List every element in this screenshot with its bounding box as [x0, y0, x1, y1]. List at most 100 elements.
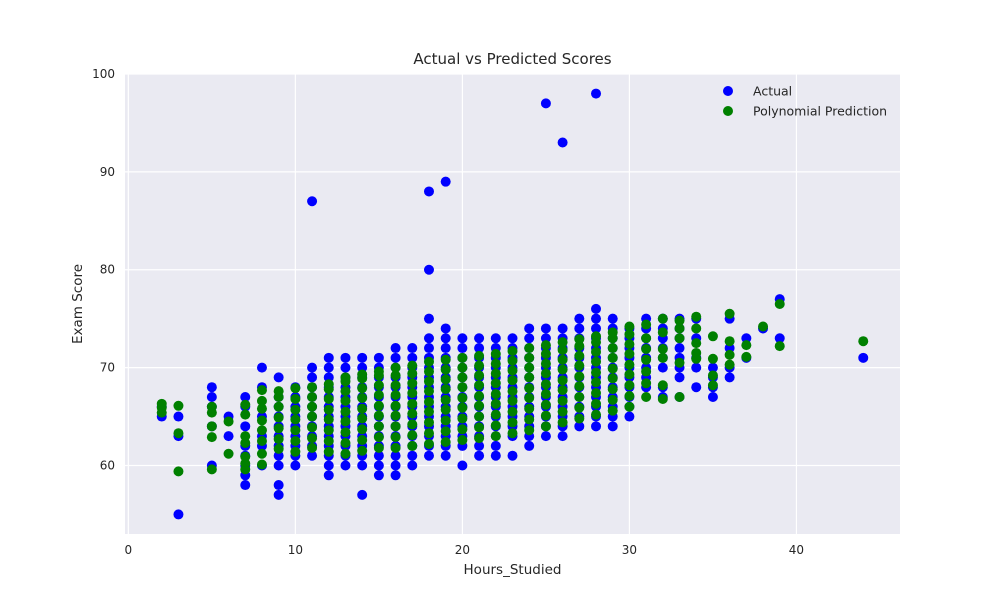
scatter-point	[373, 390, 384, 401]
scatter-point	[607, 394, 618, 405]
scatter-point	[256, 403, 267, 414]
scatter-point	[474, 411, 485, 422]
scatter-point	[724, 336, 735, 347]
scatter-point	[423, 376, 434, 387]
scatter-point	[357, 392, 368, 403]
scatter-point	[657, 393, 668, 404]
scatter-point	[290, 404, 301, 415]
scatter-point	[657, 362, 668, 373]
scatter-point	[373, 380, 384, 391]
scatter-point	[423, 438, 434, 449]
scatter-point	[657, 327, 668, 338]
x-tick-label: 0	[125, 543, 133, 557]
scatter-point	[357, 362, 368, 373]
scatter-point	[657, 313, 668, 324]
scatter-point	[507, 406, 518, 417]
scatter-point	[340, 460, 351, 471]
scatter-point	[557, 431, 568, 442]
scatter-point	[240, 399, 251, 410]
scatter-point	[357, 489, 368, 500]
scatter-point	[574, 391, 585, 402]
grid-lines	[125, 73, 900, 534]
scatter-point	[540, 333, 551, 344]
scatter-point	[323, 372, 334, 383]
scatter-point	[691, 311, 702, 322]
scatter-point	[273, 443, 284, 454]
scatter-point	[624, 321, 635, 332]
scatter-point	[507, 375, 518, 386]
scatter-point	[524, 343, 535, 354]
scatter-point	[307, 433, 318, 444]
scatter-point	[474, 333, 485, 344]
x-tick-label: 40	[789, 543, 804, 557]
y-tick-label: 60	[100, 458, 115, 472]
scatter-point	[524, 425, 535, 436]
scatter-point	[440, 450, 451, 461]
scatter-point	[591, 313, 602, 324]
scatter-point	[323, 470, 334, 481]
scatter-point	[574, 334, 585, 345]
scatter-point	[423, 396, 434, 407]
scatter-point	[173, 466, 184, 477]
scatter-point	[607, 421, 618, 432]
scatter-point	[507, 365, 518, 376]
scatter-point	[674, 372, 685, 383]
scatter-point	[507, 428, 518, 439]
x-axis-label: Hours_Studied	[464, 562, 562, 578]
scatter-point	[206, 421, 217, 432]
scatter-point	[540, 389, 551, 400]
scatter-point	[474, 400, 485, 411]
scatter-point	[373, 432, 384, 443]
scatter-point	[724, 308, 735, 319]
scatter-point	[407, 450, 418, 461]
scatter-point	[490, 450, 501, 461]
scatter-point	[173, 400, 184, 411]
scatter-point	[591, 398, 602, 409]
scatter-point	[641, 378, 652, 389]
scatter-point	[373, 400, 384, 411]
scatter-point	[674, 315, 685, 326]
scatter-point	[307, 422, 318, 433]
scatter-point	[741, 340, 752, 351]
scatter-point	[624, 348, 635, 359]
scatter-point	[373, 352, 384, 363]
scatter-point	[607, 343, 618, 354]
scatter-point	[256, 459, 267, 470]
scatter-point	[290, 393, 301, 404]
scatter-point	[774, 333, 785, 344]
scatter-point	[273, 372, 284, 383]
scatter-point	[390, 460, 401, 471]
scatter-point	[373, 450, 384, 461]
scatter-point	[574, 350, 585, 361]
x-tick-label: 30	[622, 543, 637, 557]
scatter-point	[423, 186, 434, 197]
scatter-point	[307, 411, 318, 422]
y-tick-label: 70	[100, 361, 115, 375]
scatter-point	[440, 384, 451, 395]
scatter-point	[657, 344, 668, 355]
scatter-point	[591, 421, 602, 432]
y-tick-label: 80	[100, 263, 115, 277]
chart-title: Actual vs Predicted Scores	[413, 50, 611, 68]
scatter-point	[624, 411, 635, 422]
scatter-point	[758, 321, 769, 332]
scatter-point	[240, 458, 251, 469]
scatter-point	[607, 384, 618, 395]
scatter-point	[273, 434, 284, 445]
scatter-point	[390, 432, 401, 443]
scatter-point	[457, 402, 468, 413]
scatter-point	[390, 343, 401, 354]
scatter-point	[574, 381, 585, 392]
scatter-point	[357, 445, 368, 456]
scatter-point	[407, 352, 418, 363]
scatter-point	[323, 404, 334, 415]
scatter-point	[407, 440, 418, 451]
scatter-point	[691, 382, 702, 393]
scatter-point	[591, 377, 602, 388]
scatter-point	[591, 346, 602, 357]
scatter-point	[240, 421, 251, 432]
scatter-point	[540, 348, 551, 359]
scatter-point	[490, 409, 501, 420]
scatter-point	[340, 416, 351, 427]
